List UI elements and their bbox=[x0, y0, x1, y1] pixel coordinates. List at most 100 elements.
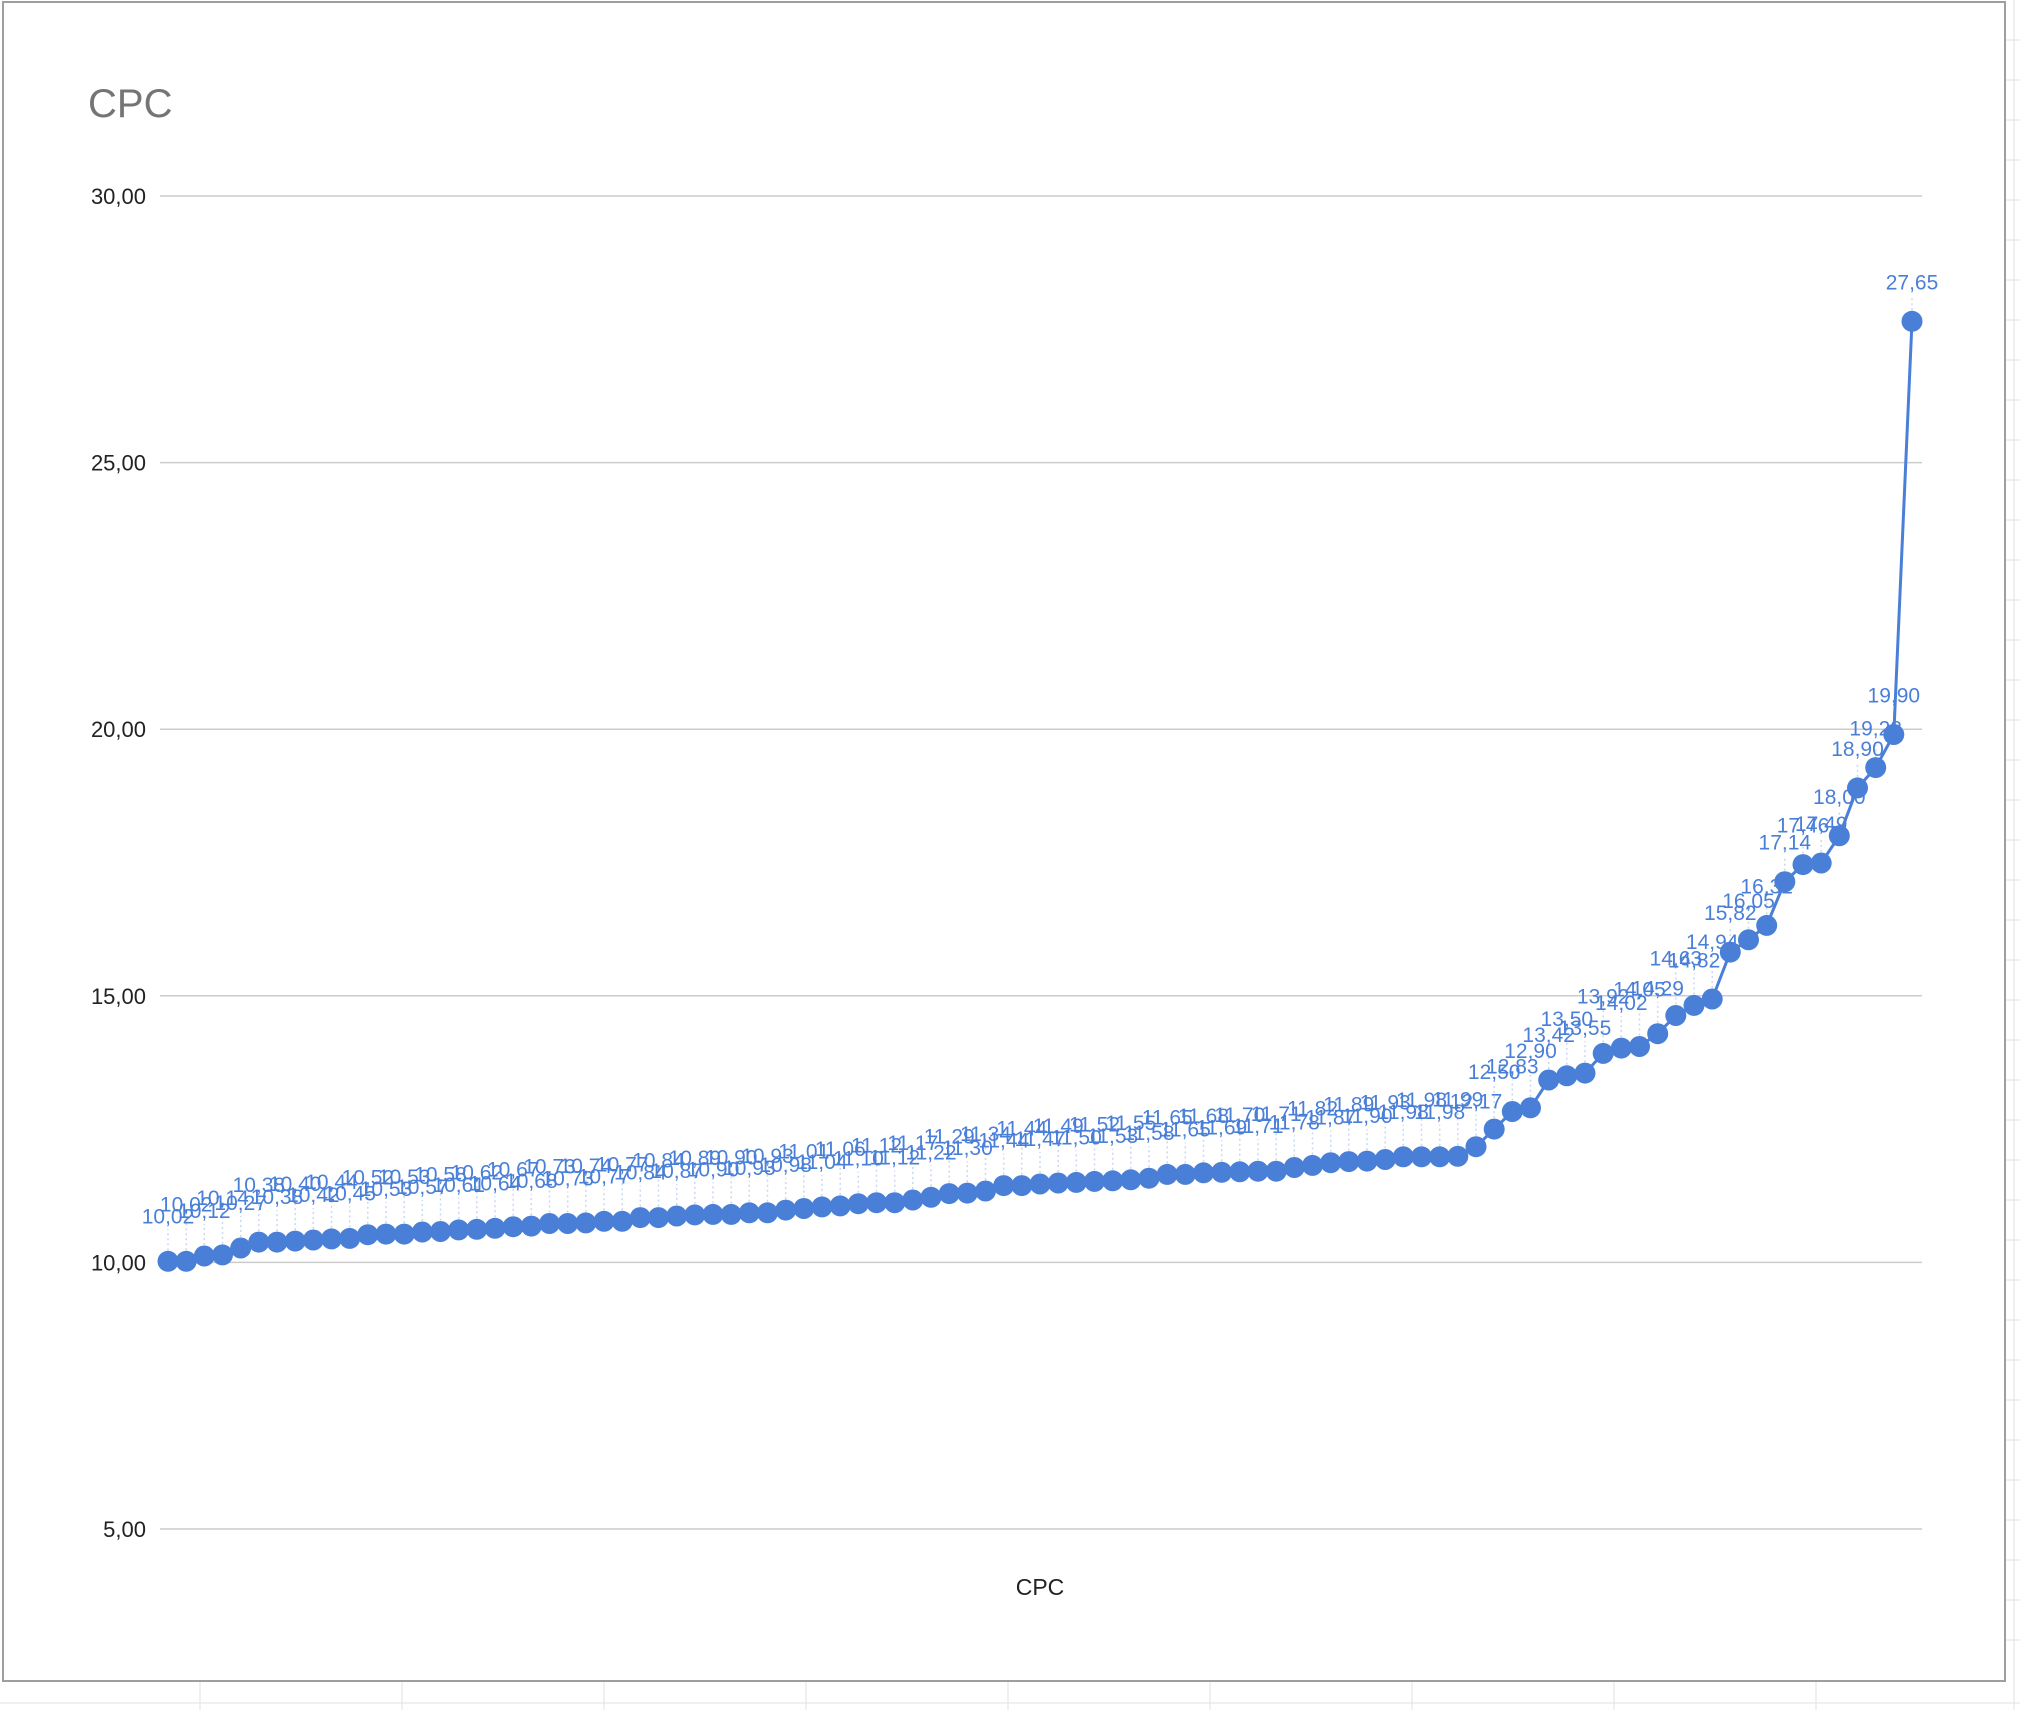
data-label: 13,55 bbox=[1559, 1017, 1612, 1040]
data-point[interactable] bbox=[575, 1212, 597, 1234]
data-point[interactable] bbox=[1538, 1069, 1560, 1091]
chart-container[interactable] bbox=[2, 1, 2006, 1682]
data-point[interactable] bbox=[593, 1210, 615, 1232]
data-point[interactable] bbox=[1120, 1169, 1142, 1191]
data-point[interactable] bbox=[1774, 871, 1796, 893]
data-point[interactable] bbox=[956, 1182, 978, 1204]
data-point[interactable] bbox=[1156, 1163, 1178, 1185]
data-point[interactable] bbox=[1556, 1065, 1578, 1087]
data-point[interactable] bbox=[648, 1207, 669, 1229]
data-point[interactable] bbox=[339, 1227, 361, 1249]
data-point[interactable] bbox=[393, 1223, 415, 1245]
data-point[interactable] bbox=[1047, 1172, 1069, 1194]
data-point[interactable] bbox=[357, 1224, 379, 1246]
data-point[interactable] bbox=[1901, 310, 1923, 332]
data-point[interactable] bbox=[829, 1195, 851, 1217]
data-point[interactable] bbox=[1011, 1175, 1033, 1197]
data-point[interactable] bbox=[466, 1218, 488, 1240]
data-point[interactable] bbox=[793, 1198, 815, 1219]
data-point[interactable] bbox=[175, 1250, 197, 1272]
data-point[interactable] bbox=[1756, 914, 1778, 936]
data-point[interactable] bbox=[1084, 1170, 1105, 1192]
data-point[interactable] bbox=[266, 1231, 288, 1253]
data-point[interactable] bbox=[975, 1180, 996, 1202]
data-point[interactable] bbox=[938, 1183, 960, 1205]
data-point[interactable] bbox=[775, 1199, 797, 1221]
data-point[interactable] bbox=[539, 1213, 560, 1234]
data-point[interactable] bbox=[1665, 1005, 1687, 1026]
data-point[interactable] bbox=[1501, 1101, 1523, 1122]
data-point[interactable] bbox=[811, 1196, 833, 1218]
data-point[interactable] bbox=[702, 1203, 724, 1225]
data-point[interactable] bbox=[375, 1223, 397, 1245]
data-point[interactable] bbox=[1865, 757, 1887, 779]
data-point[interactable] bbox=[448, 1219, 470, 1241]
data-point[interactable] bbox=[1883, 724, 1905, 745]
data-point[interactable] bbox=[557, 1213, 579, 1234]
data-point[interactable] bbox=[684, 1204, 706, 1226]
data-point[interactable] bbox=[1193, 1162, 1214, 1184]
data-point[interactable] bbox=[1429, 1146, 1451, 1168]
data-point[interactable] bbox=[1265, 1160, 1287, 1182]
data-point[interactable] bbox=[866, 1192, 887, 1214]
data-point[interactable] bbox=[1483, 1118, 1505, 1140]
data-point[interactable] bbox=[757, 1202, 778, 1224]
data-point[interactable] bbox=[157, 1250, 179, 1272]
data-point[interactable] bbox=[520, 1215, 542, 1237]
data-point[interactable] bbox=[847, 1193, 869, 1215]
data-point[interactable] bbox=[1719, 941, 1741, 963]
data-point[interactable] bbox=[230, 1237, 252, 1259]
data-point[interactable] bbox=[321, 1228, 342, 1250]
data-point[interactable] bbox=[1520, 1097, 1541, 1119]
data-point[interactable] bbox=[1447, 1145, 1469, 1167]
data-label: 16,05 bbox=[1722, 890, 1775, 913]
data-point[interactable] bbox=[1229, 1161, 1251, 1183]
data-point[interactable] bbox=[1738, 929, 1759, 951]
data-point[interactable] bbox=[611, 1210, 633, 1232]
data-point[interactable] bbox=[1701, 988, 1723, 1010]
data-point[interactable] bbox=[302, 1229, 324, 1251]
data-point[interactable] bbox=[1302, 1154, 1323, 1176]
data-point[interactable] bbox=[1792, 854, 1814, 876]
data-point[interactable] bbox=[1411, 1146, 1432, 1168]
data-point[interactable] bbox=[1847, 777, 1868, 799]
data-point[interactable] bbox=[1574, 1062, 1596, 1084]
data-point[interactable] bbox=[1174, 1163, 1196, 1185]
data-point[interactable] bbox=[1065, 1171, 1087, 1193]
data-point[interactable] bbox=[248, 1231, 270, 1253]
data-point[interactable] bbox=[1392, 1146, 1414, 1168]
data-point[interactable] bbox=[920, 1186, 942, 1208]
data-point[interactable] bbox=[284, 1230, 306, 1252]
data-point[interactable] bbox=[1211, 1161, 1233, 1183]
data-point[interactable] bbox=[629, 1207, 651, 1229]
data-point[interactable] bbox=[720, 1203, 742, 1225]
data-point[interactable] bbox=[193, 1245, 215, 1267]
data-point[interactable] bbox=[993, 1175, 1015, 1197]
data-point[interactable] bbox=[1374, 1149, 1396, 1170]
data-point[interactable] bbox=[1102, 1170, 1124, 1192]
data-point[interactable] bbox=[884, 1192, 906, 1214]
data-point[interactable] bbox=[1338, 1151, 1360, 1173]
data-point[interactable] bbox=[1647, 1023, 1669, 1045]
data-point[interactable] bbox=[1138, 1167, 1160, 1189]
data-point[interactable] bbox=[1828, 825, 1850, 847]
data-point[interactable] bbox=[902, 1189, 924, 1211]
data-point[interactable] bbox=[484, 1217, 506, 1239]
data-point[interactable] bbox=[1810, 852, 1832, 874]
data-point[interactable] bbox=[666, 1205, 688, 1227]
data-point[interactable] bbox=[430, 1221, 451, 1242]
data-point[interactable] bbox=[1029, 1173, 1051, 1195]
data-point[interactable] bbox=[212, 1244, 233, 1266]
data-point[interactable] bbox=[738, 1202, 760, 1224]
data-point[interactable] bbox=[1683, 994, 1705, 1016]
data-point[interactable] bbox=[1610, 1037, 1632, 1059]
data-point[interactable] bbox=[411, 1221, 433, 1243]
data-point[interactable] bbox=[1465, 1136, 1487, 1158]
data-point[interactable] bbox=[1320, 1152, 1342, 1174]
data-point[interactable] bbox=[1247, 1160, 1269, 1182]
data-point[interactable] bbox=[1283, 1157, 1305, 1178]
data-point[interactable] bbox=[1629, 1036, 1650, 1057]
data-point[interactable] bbox=[1356, 1150, 1378, 1172]
data-point[interactable] bbox=[1592, 1042, 1614, 1064]
data-point[interactable] bbox=[502, 1216, 524, 1238]
